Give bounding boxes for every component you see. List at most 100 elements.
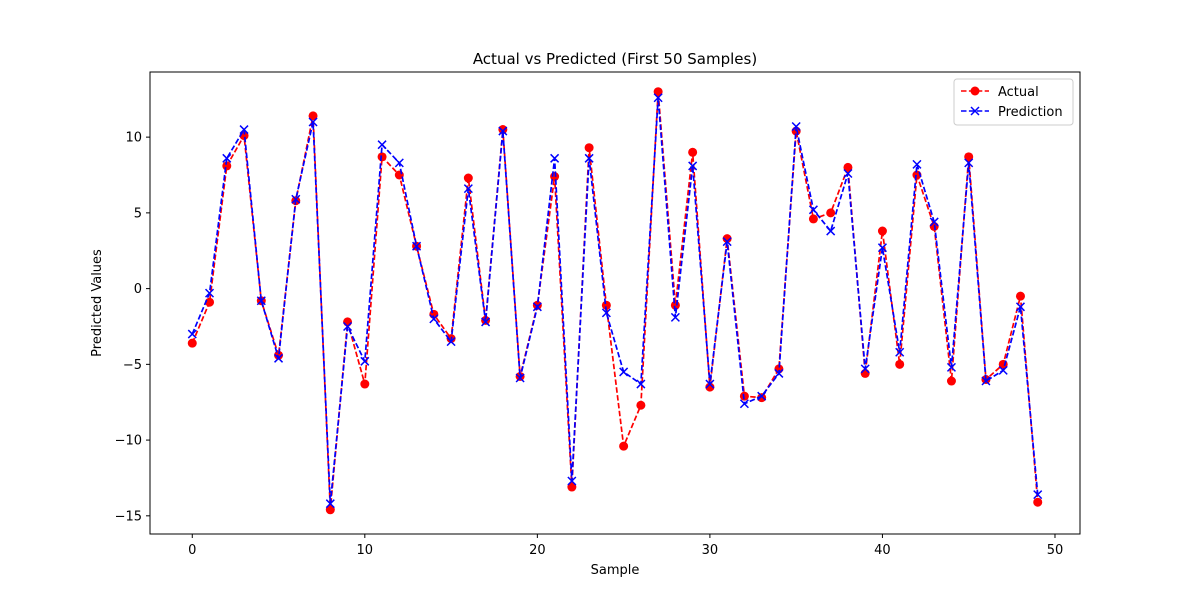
data-point-prediction <box>187 329 197 339</box>
data-point-prediction <box>791 122 801 132</box>
data-point-prediction <box>394 158 404 168</box>
data-point-actual <box>601 300 611 310</box>
y-tick-label: 10 <box>125 131 142 146</box>
y-axis-label: Predicted Values <box>90 249 105 357</box>
data-point-actual <box>946 376 956 386</box>
data-point-prediction <box>584 153 594 163</box>
data-point-actual <box>584 143 594 153</box>
data-point-prediction <box>343 321 353 332</box>
data-point-prediction <box>515 373 525 383</box>
data-point-actual <box>688 147 698 157</box>
data-point-prediction <box>325 499 335 509</box>
data-point-actual <box>757 393 767 403</box>
legend-prediction-label: Prediction <box>998 105 1063 120</box>
data-point-actual <box>826 208 836 218</box>
x-axis-ticks: 0 10 20 30 40 50 <box>188 534 1063 558</box>
data-point-actual <box>722 234 732 244</box>
data-point-prediction <box>239 125 249 135</box>
data-point-prediction <box>377 140 387 150</box>
x-tick-label: 40 <box>874 543 891 558</box>
data-point-actual <box>1015 291 1025 301</box>
data-point-actual <box>343 317 353 327</box>
data-point-prediction <box>256 296 266 306</box>
data-point-prediction <box>860 364 870 374</box>
data-point-actual <box>895 359 905 369</box>
y-axis-ticks: −15 −10 −5 0 5 10 <box>115 131 150 524</box>
data-point-prediction <box>981 376 991 386</box>
data-point-prediction <box>1033 490 1043 500</box>
data-point-prediction <box>619 367 629 377</box>
data-point-prediction <box>946 362 956 372</box>
x-tick-label: 10 <box>357 543 374 558</box>
legend-actual-label: Actual <box>998 85 1039 100</box>
data-point-prediction <box>774 368 784 378</box>
data-point-actual <box>619 441 629 451</box>
data-point-prediction <box>446 337 456 347</box>
data-point-prediction <box>567 476 577 486</box>
data-point-actual <box>705 382 715 392</box>
legend: Actual Prediction <box>953 78 1074 126</box>
data-point-prediction <box>929 217 939 227</box>
data-point-actual <box>653 87 663 97</box>
data-point-prediction <box>463 184 473 194</box>
legend-prediction-marker <box>970 106 980 116</box>
legend-actual-marker <box>970 86 980 96</box>
data-point-prediction <box>670 312 680 322</box>
data-point-actual <box>498 125 508 135</box>
data-point-prediction <box>308 117 318 127</box>
data-point-actual <box>187 338 197 348</box>
data-point-prediction <box>895 347 905 357</box>
data-point-actual <box>463 173 473 183</box>
data-point-actual <box>808 214 818 224</box>
plot-frame <box>149 71 1081 535</box>
data-point-actual <box>843 162 853 172</box>
legend-frame <box>953 78 1074 126</box>
x-tick-label: 20 <box>529 543 546 558</box>
data-point-prediction <box>653 93 663 103</box>
data-point-prediction <box>360 356 370 366</box>
x-tick-label: 50 <box>1047 543 1064 558</box>
data-point-actual <box>325 505 335 515</box>
y-tick-label: −10 <box>115 434 142 449</box>
data-point-actual <box>360 379 370 389</box>
data-point-prediction <box>532 302 542 312</box>
data-point-actual <box>1033 497 1043 507</box>
y-tick-label: −15 <box>115 509 142 524</box>
y-tick-label: −5 <box>123 358 142 373</box>
data-point-prediction <box>808 205 818 215</box>
data-point-prediction <box>826 226 836 236</box>
x-tick-label: 0 <box>188 543 196 558</box>
data-point-prediction <box>757 391 767 401</box>
data-point-prediction <box>688 161 698 171</box>
data-point-prediction <box>912 159 922 169</box>
data-point-prediction <box>412 241 422 251</box>
data-point-actual <box>877 226 887 236</box>
data-point-prediction <box>877 243 887 253</box>
data-point-prediction <box>222 153 232 163</box>
data-point-actual <box>205 297 215 307</box>
data-point-prediction <box>964 158 974 168</box>
data-point-prediction <box>204 288 215 298</box>
data-point-prediction <box>843 168 853 179</box>
chart-title: Actual vs Predicted (First 50 Samples) <box>473 50 757 68</box>
data-point-prediction <box>636 379 646 389</box>
y-tick-label: 5 <box>134 206 142 221</box>
data-point-prediction <box>274 353 284 363</box>
data-point-actual <box>964 152 974 162</box>
data-point-prediction <box>550 153 560 163</box>
data-point-prediction <box>705 379 715 389</box>
data-point-prediction <box>601 308 611 318</box>
data-point-actual <box>567 482 577 492</box>
data-point-prediction <box>998 365 1008 375</box>
series-layer <box>187 87 1043 515</box>
data-point-actual <box>274 350 284 360</box>
data-point-actual <box>222 161 232 171</box>
data-point-prediction <box>739 399 749 409</box>
y-tick-label: 0 <box>134 282 142 297</box>
data-point-prediction <box>1015 302 1026 312</box>
data-point-prediction <box>722 237 732 247</box>
data-point-prediction <box>481 317 491 327</box>
x-axis-label: Sample <box>591 563 640 578</box>
x-tick-label: 30 <box>702 543 719 558</box>
